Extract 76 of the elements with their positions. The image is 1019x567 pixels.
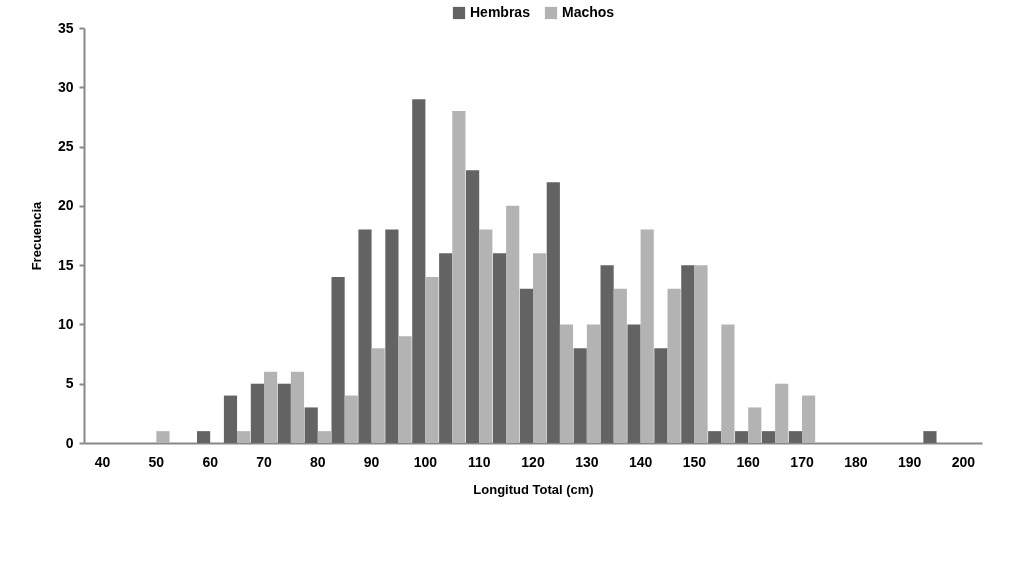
bar	[277, 383, 291, 443]
bar	[573, 348, 587, 443]
x-tick-label: 130	[575, 453, 599, 470]
bar	[721, 324, 735, 443]
bar	[667, 288, 681, 443]
bar	[923, 431, 937, 443]
bar	[519, 288, 533, 443]
y-axis-title: Frecuencia	[28, 200, 44, 271]
bar	[802, 395, 816, 443]
x-tick-label: 110	[467, 453, 491, 470]
bar	[196, 431, 211, 443]
x-tick-label: 50	[148, 453, 165, 470]
legend-label: Machos	[562, 4, 615, 20]
bar	[681, 265, 695, 443]
bar	[331, 277, 345, 443]
bar	[506, 205, 520, 443]
x-tick-label: 60	[202, 453, 219, 470]
y-tick-label: 25	[57, 138, 74, 155]
bar	[546, 182, 560, 443]
y-tick-label: 30	[57, 78, 74, 95]
bar	[788, 431, 803, 443]
x-tick-label: 200	[951, 453, 976, 470]
x-tick-label: 190	[897, 453, 922, 470]
x-tick-label: 170	[790, 453, 814, 470]
bar	[263, 371, 278, 443]
bar	[358, 229, 372, 443]
bar	[654, 348, 668, 443]
x-tick-label: 150	[682, 453, 707, 470]
x-tick-label: 40	[94, 453, 111, 470]
bar	[694, 265, 708, 443]
bar	[223, 395, 238, 443]
bar	[775, 383, 789, 443]
bar	[613, 288, 627, 443]
bar	[385, 229, 399, 443]
bar	[237, 431, 251, 443]
bar	[439, 253, 453, 443]
bar	[398, 336, 412, 443]
bar	[708, 431, 722, 443]
bar	[479, 229, 493, 443]
y-tick-label: 10	[57, 315, 74, 332]
x-tick-label: 180	[844, 453, 868, 470]
bar	[600, 265, 614, 443]
legend-label: Hembras	[470, 4, 531, 20]
bar	[466, 170, 480, 443]
x-tick-label: 100	[413, 453, 438, 470]
bar	[250, 383, 264, 443]
x-tick-label: 160	[736, 453, 761, 470]
bar	[425, 277, 439, 443]
y-tick-label: 0	[65, 434, 74, 451]
bar	[761, 431, 776, 443]
bar	[317, 431, 331, 443]
bar	[748, 407, 762, 443]
y-tick-label: 5	[65, 375, 74, 392]
y-tick-label: 20	[57, 197, 74, 214]
x-tick-label: 140	[628, 453, 653, 470]
x-axis-title: Longitud Total (cm)	[473, 481, 594, 497]
bar	[452, 111, 466, 443]
x-tick-label: 70	[256, 453, 272, 470]
x-tick-label: 90	[363, 453, 380, 470]
x-tick-label: 120	[521, 453, 545, 470]
bar	[492, 253, 507, 443]
bar	[412, 99, 426, 443]
bar	[640, 229, 654, 443]
bar	[290, 371, 305, 443]
bar	[559, 324, 574, 443]
bar	[156, 431, 170, 443]
bar	[627, 324, 641, 443]
y-tick-label: 35	[57, 19, 74, 36]
bar	[586, 324, 600, 443]
bar	[344, 395, 358, 443]
bar	[304, 407, 318, 443]
bar	[735, 431, 749, 443]
bar	[371, 348, 385, 443]
x-tick-label: 80	[309, 453, 326, 470]
y-tick-label: 15	[57, 256, 74, 273]
bar	[533, 253, 547, 443]
